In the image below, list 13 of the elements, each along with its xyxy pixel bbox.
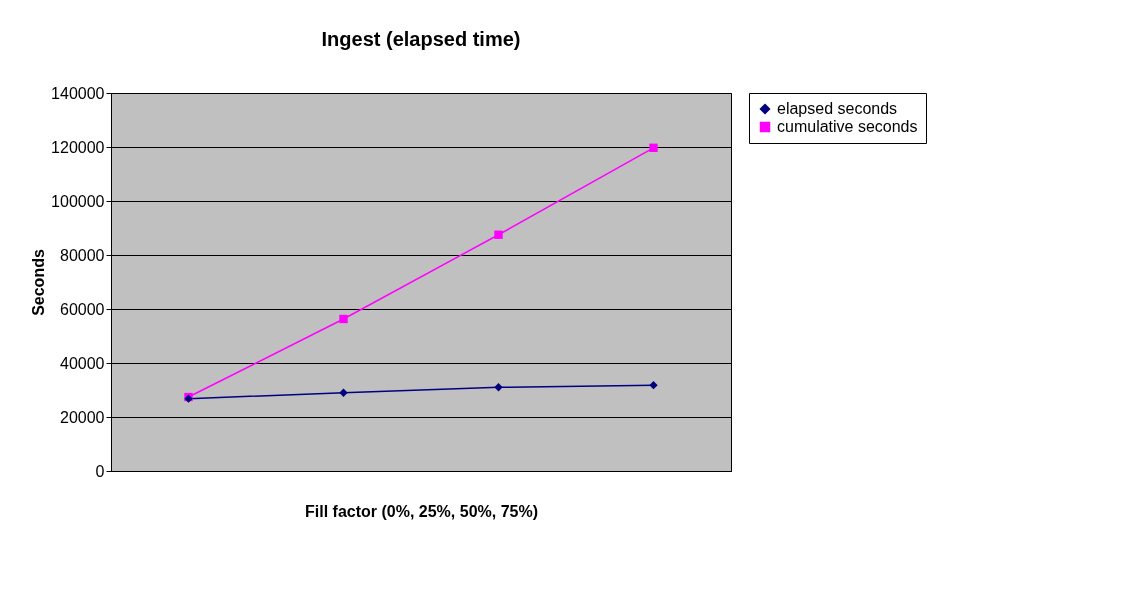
y-tick-label: 80000 — [60, 246, 105, 264]
y-tick-label: 120000 — [51, 138, 105, 156]
y-tick-label: 40000 — [60, 354, 105, 372]
legend-label: elapsed seconds — [777, 100, 898, 117]
y-tick-label: 0 — [95, 462, 105, 480]
y-axis-title: Seconds — [30, 249, 48, 316]
legend-label: cumulative seconds — [777, 118, 918, 135]
y-tick-label: 20000 — [60, 408, 105, 426]
y-tick-label: 140000 — [51, 84, 105, 102]
x-axis-title: Fill factor (0%, 25%, 50%, 75%) — [305, 502, 538, 520]
y-tick-label: 60000 — [60, 300, 105, 318]
y-tick-label: 100000 — [51, 192, 105, 210]
chart-title: Ingest (elapsed time) — [321, 28, 521, 50]
